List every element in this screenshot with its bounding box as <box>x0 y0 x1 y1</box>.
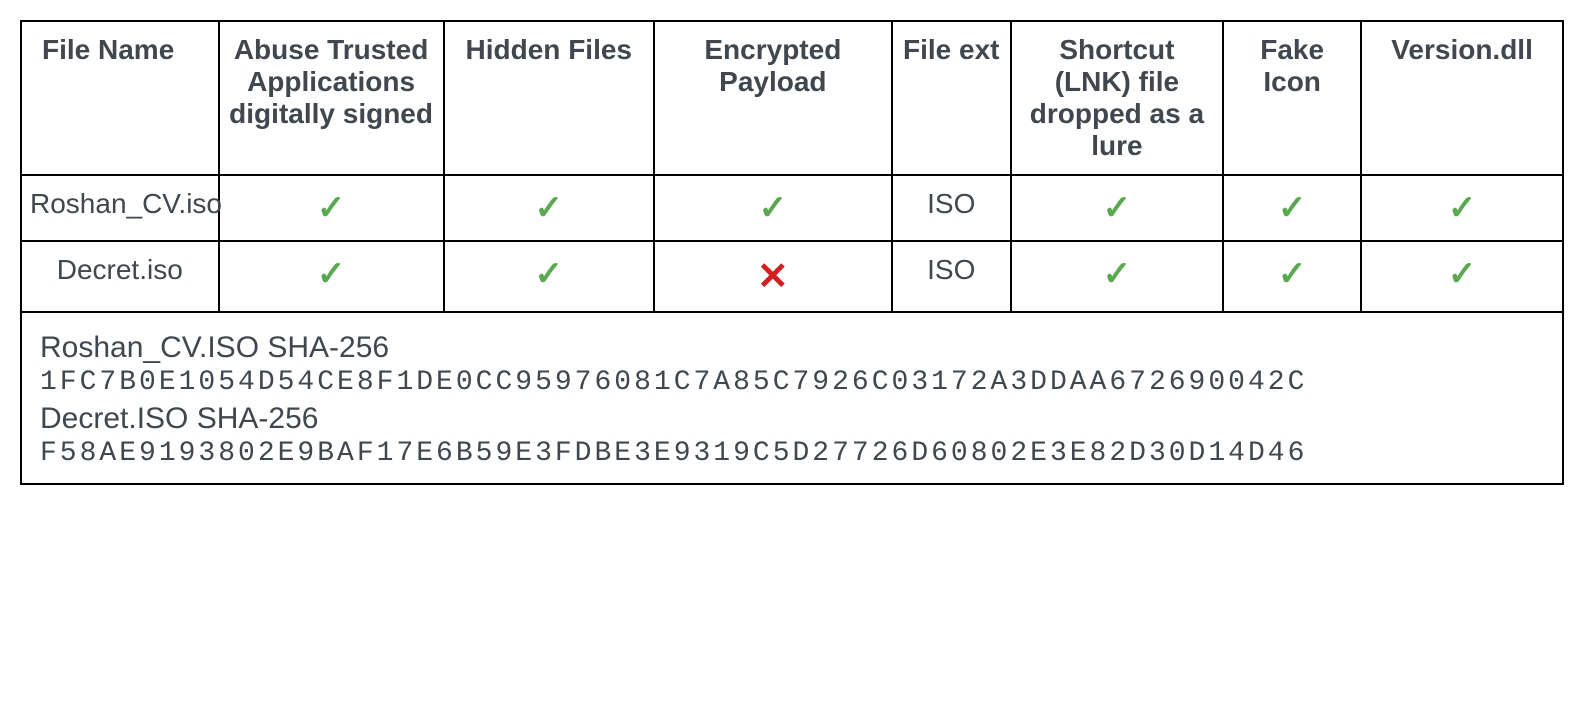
hash-suffix: SHA-256 <box>267 331 389 364</box>
table-row: Roshan_CV.iso ✓ ✓ ✓ ISO ✓ ✓ ✓ <box>21 175 1563 241</box>
cell-text: ISO <box>892 241 1011 312</box>
check-icon: ✓ <box>1278 189 1307 227</box>
table-row: Decret.iso ✓ ✓ ✕ ISO ✓ ✓ ✓ <box>21 241 1563 312</box>
col-header-version-dll: Version.dll <box>1361 21 1563 175</box>
table-body: Roshan_CV.iso ✓ ✓ ✓ ISO ✓ ✓ ✓ Decret.iso ✓ ✓ ✕ ISO ✓ ✓… <box>21 175 1563 312</box>
col-header-encrypted-payload: Encrypted Payload <box>654 21 892 175</box>
cell-check: ✓ <box>219 241 444 312</box>
cell-check: ✓ <box>444 175 654 241</box>
check-icon: ✓ <box>759 189 788 227</box>
hash-label: Roshan_CV.ISO SHA-256 <box>40 331 1544 365</box>
cell-text: ISO <box>892 175 1011 241</box>
hash-suffix: SHA-256 <box>197 402 319 435</box>
hash-label: Decret.ISO SHA-256 <box>40 402 1544 436</box>
cell-file-name: Decret.iso <box>21 241 219 312</box>
check-icon: ✓ <box>1278 255 1307 293</box>
cell-check: ✓ <box>1011 175 1223 241</box>
check-icon: ✓ <box>1103 189 1132 227</box>
col-header-abuse-trusted: Abuse Trusted Applications digitally sig… <box>219 21 444 175</box>
hash-value: F58AE9193802E9BAF17E6B59E3FDBE3E9319C5D2… <box>40 438 1544 469</box>
check-icon: ✓ <box>535 189 564 227</box>
hash-value: 1FC7B0E1054D54CE8F1DE0CC95976081C7A85C79… <box>40 367 1544 398</box>
cross-icon: ✕ <box>757 256 789 298</box>
comparison-table: File Name Abuse Trusted Applications dig… <box>20 20 1564 485</box>
table-footer-row: Roshan_CV.ISO SHA-2561FC7B0E1054D54CE8F1… <box>21 312 1563 484</box>
col-header-fake-icon: Fake Icon <box>1223 21 1361 175</box>
cell-check: ✓ <box>1223 241 1361 312</box>
cell-check: ✓ <box>1011 241 1223 312</box>
check-icon: ✓ <box>1103 255 1132 293</box>
cell-check: ✓ <box>654 175 892 241</box>
col-header-hidden-files: Hidden Files <box>444 21 654 175</box>
hash-file-name: Decret.ISO <box>40 402 197 435</box>
col-header-file-name: File Name <box>21 21 219 175</box>
col-header-file-ext: File ext <box>892 21 1011 175</box>
cell-check: ✓ <box>1361 241 1563 312</box>
table-footer-cell: Roshan_CV.ISO SHA-2561FC7B0E1054D54CE8F1… <box>21 312 1563 484</box>
cell-check: ✓ <box>219 175 444 241</box>
cell-check: ✓ <box>444 241 654 312</box>
cell-file-name: Roshan_CV.iso <box>21 175 219 241</box>
cell-cross: ✕ <box>654 241 892 312</box>
check-icon: ✓ <box>535 255 564 293</box>
cell-check: ✓ <box>1223 175 1361 241</box>
check-icon: ✓ <box>317 189 346 227</box>
check-icon: ✓ <box>317 255 346 293</box>
check-icon: ✓ <box>1448 189 1477 227</box>
col-header-shortcut-lnk: Shortcut (LNK) file dropped as a lure <box>1011 21 1223 175</box>
cell-check: ✓ <box>1361 175 1563 241</box>
check-icon: ✓ <box>1448 255 1477 293</box>
hash-file-name: Roshan_CV.ISO <box>40 331 267 364</box>
table-header-row: File Name Abuse Trusted Applications dig… <box>21 21 1563 175</box>
